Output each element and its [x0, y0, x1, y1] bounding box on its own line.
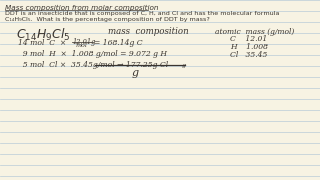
- Text: C    12.01: C 12.01: [230, 35, 267, 43]
- Text: g: g: [182, 63, 186, 68]
- Text: atomic  mass (g/mol): atomic mass (g/mol): [215, 28, 294, 36]
- Text: g: g: [132, 68, 139, 78]
- Text: 14 mol  C  ×: 14 mol C ×: [18, 39, 66, 47]
- Text: mol: mol: [76, 43, 88, 48]
- Text: = 168.14g C: = 168.14g C: [94, 39, 143, 47]
- Text: 9 mol  H  ×  1.008 g/mol = 9.072 g H: 9 mol H × 1.008 g/mol = 9.072 g H: [18, 50, 167, 58]
- Text: Mass composition from molar composition: Mass composition from molar composition: [5, 5, 158, 11]
- Text: 12.01g: 12.01g: [73, 38, 96, 46]
- Text: Cl   35.45: Cl 35.45: [230, 51, 268, 59]
- Text: H    1.008: H 1.008: [230, 43, 268, 51]
- Text: C₁₄H₉Cl₅.  What is the percentage composition of DDT by mass?: C₁₄H₉Cl₅. What is the percentage composi…: [5, 17, 210, 22]
- Text: mass  composition: mass composition: [108, 27, 188, 36]
- Text: DDT is an insecticide that is composed of C, H, and Cl and has the molecular for: DDT is an insecticide that is composed o…: [5, 11, 279, 16]
- Text: $C_{14}H_9Cl_5$: $C_{14}H_9Cl_5$: [16, 27, 70, 43]
- Text: 5 mol  Cl ×  35.45g/mol → 177.25g Cl: 5 mol Cl × 35.45g/mol → 177.25g Cl: [18, 61, 168, 69]
